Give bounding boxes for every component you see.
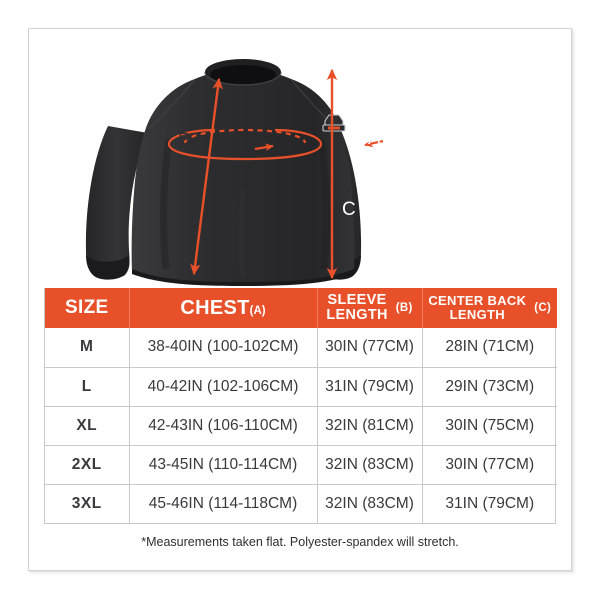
table-row: M 38-40IN (100-102CM) 30IN (77CM) 28IN (… [45,328,557,367]
header-size: SIZE [45,288,130,328]
header-back-ref: (C) [534,301,552,314]
table-row: 2XL 43-45IN (110-114CM) 32IN (83CM) 30IN… [45,444,557,484]
cell-size: M [45,328,130,367]
size-table: SIZE CHEST(A) SLEEVE LENGTH (B) [45,288,557,523]
marker-b-sleeve-length [190,77,223,276]
table-body: M 38-40IN (100-102CM) 30IN (77CM) 28IN (… [45,328,557,523]
marker-a-chest-circumference [167,128,384,161]
cell-size: 2XL [45,444,130,484]
cell-chest: 45-46IN (114-118CM) [129,483,318,523]
footnote: *Measurements taken flat. Polyester-span… [141,535,459,549]
cell-back: 28IN (71CM) [445,338,535,356]
cell-sleeve: 32IN (83CM) [317,483,423,523]
cell-back: 30IN (77CM) [422,444,557,484]
table-row: L 40-42IN (102-106CM) 31IN (79CM) 29IN (… [45,366,557,406]
header-row: SIZE CHEST(A) SLEEVE LENGTH (B) [45,288,557,328]
header-sleeve-line1: SLEEVE [327,291,387,308]
table-row: XL 42-43IN (106-110CM) 32IN (81CM) 30IN … [45,405,557,445]
header-chest-ref: (A) [249,304,266,317]
cell-sleeve: 32IN (81CM) [317,405,423,445]
cell-back: 30IN (75CM) [422,405,557,445]
header-back-line2: LENGTH [449,307,505,322]
cell-chest: 40-42IN (102-106CM) [129,366,318,406]
marker-label-b: B [178,130,191,151]
shirt-graphic [85,59,362,286]
size-table-wrapper: SIZE CHEST(A) SLEEVE LENGTH (B) [44,288,557,524]
cell-chest: 43-45IN (110-114CM) [129,444,318,484]
garment-illustration: A B C [29,29,571,291]
header-size-label: SIZE [65,297,109,318]
table-header: SIZE CHEST(A) SLEEVE LENGTH (B) [45,288,557,328]
header-chest-label: CHEST [180,296,250,319]
cell-sleeve: 32IN (83CM) [317,444,423,484]
cell-sleeve: 31IN (79CM) [317,366,423,406]
cell-sleeve: 30IN (77CM) [317,328,423,367]
marker-label-a: A [368,128,381,149]
header-chest: CHEST(A) [129,288,318,328]
table-row: 3XL 45-46IN (114-118CM) 32IN (83CM) 31IN… [45,483,557,523]
cell-size: L [45,366,130,406]
marker-label-c: C [342,199,356,220]
cell-size: XL [45,405,130,445]
header-center-back-length: CENTER BACK LENGTH (C) [422,288,557,328]
header-sleeve-length: SLEEVE LENGTH (B) [317,288,423,328]
cell-back: 29IN (73CM) [422,366,557,406]
cell-back: 31IN (79CM) [422,483,557,523]
header-back-line1: CENTER BACK [428,293,527,309]
cell-size: 3XL [45,483,130,523]
cell-chest: 42-43IN (106-110CM) [129,405,318,445]
header-sleeve-line2: LENGTH [326,307,388,323]
cell-chest: 38-40IN (100-102CM) [129,328,318,367]
header-sleeve-ref: (B) [395,301,413,314]
